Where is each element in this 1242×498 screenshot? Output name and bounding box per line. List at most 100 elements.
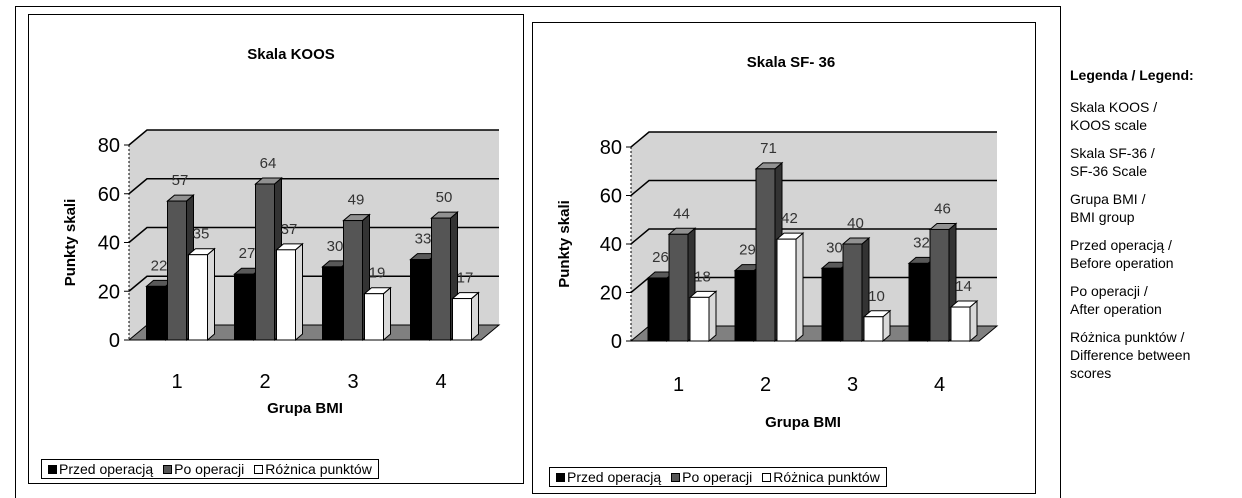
- bar: [452, 298, 472, 341]
- gridline: [128, 178, 499, 195]
- data-label: 29: [739, 242, 756, 259]
- bar: [908, 262, 929, 342]
- data-label: 44: [673, 205, 690, 222]
- legend-label-after: Po operacji: [682, 469, 753, 485]
- data-label: 27: [239, 245, 256, 262]
- data-label: 71: [760, 140, 777, 157]
- data-label: 14: [955, 278, 972, 295]
- data-label: 32: [913, 234, 930, 251]
- legend-label-difference: Różnica punktów: [265, 461, 372, 477]
- side-legend-title: Legenda / Legend:: [1070, 67, 1194, 83]
- x-tick-label: 3: [347, 371, 358, 393]
- gridline: [630, 179, 997, 197]
- bar: [188, 254, 208, 341]
- data-label: 19: [369, 265, 386, 282]
- x-tick-label: 3: [847, 374, 858, 396]
- bar: [343, 220, 363, 341]
- y-tick-label: 0: [109, 330, 120, 352]
- bar-side: [383, 286, 391, 342]
- data-label: 22: [151, 257, 168, 274]
- bar: [255, 183, 275, 341]
- data-label: 10: [868, 288, 885, 305]
- gridline: [630, 228, 997, 245]
- data-label: 46: [934, 200, 951, 217]
- data-label: 30: [327, 238, 344, 255]
- x-tick-label: 2: [760, 374, 771, 396]
- legend-label-before: Przed operacją: [567, 469, 662, 485]
- bar: [410, 259, 430, 341]
- bar-side: [207, 247, 215, 342]
- bar-side: [295, 242, 303, 342]
- data-label: 49: [348, 192, 365, 209]
- legend-item-after: Po operacji: [671, 469, 752, 485]
- data-label: 35: [193, 226, 210, 243]
- x-tick-label: 1: [673, 374, 684, 396]
- chart-title: Skala KOOS: [247, 46, 335, 63]
- bar: [734, 270, 755, 342]
- bar-side: [795, 232, 804, 343]
- y-axis-title: Punkty skali: [62, 199, 79, 287]
- legend-item-before: Przed operacją: [556, 469, 661, 485]
- x-axis-title: Grupa BMI: [765, 414, 841, 431]
- bar: [167, 200, 187, 341]
- y-tick-label: 60: [600, 186, 622, 208]
- bar: [364, 293, 384, 341]
- plot-back-wall: [129, 130, 499, 340]
- bar: [431, 217, 451, 341]
- side-legend-entry-bmi-group: Grupa BMI / BMI group: [1070, 191, 1146, 225]
- koos-chart-panel: Skala KOOS 0 20 40 60 80 Punkty skali Grupa BMI…: [28, 14, 524, 484]
- legend-item-before: Przed operacją: [48, 461, 153, 477]
- y-tick-label: 40: [98, 233, 120, 255]
- y-axis-title: Punkty skali: [556, 200, 573, 288]
- bar: [842, 243, 863, 342]
- plot-back-wall: [631, 132, 997, 341]
- legend-item-after: Po operacji: [163, 461, 244, 477]
- y-tick-label: 20: [98, 281, 120, 303]
- data-label: 37: [281, 221, 298, 238]
- legend-label-difference: Różnica punktów: [773, 469, 880, 485]
- plot-floor: [629, 325, 999, 342]
- data-label: 64: [260, 155, 277, 172]
- bar: [668, 233, 689, 342]
- bar: [689, 296, 710, 342]
- sf36-chart: Skala SF- 36 0 20 40 60 80 Punkty skali Grupa B…: [556, 54, 999, 431]
- y-tick-label: 60: [98, 184, 120, 206]
- legend-item-difference: Różnica punktów: [762, 469, 880, 485]
- side-legend-entry-after: Po operacji / After operation: [1070, 283, 1162, 317]
- data-label: 18: [694, 268, 711, 285]
- data-label: 26: [652, 249, 669, 266]
- bar: [755, 168, 776, 342]
- bar: [950, 306, 971, 342]
- gridline: [128, 129, 499, 146]
- side-legend-entry-difference: Różnica punktów / Difference between sco…: [1070, 329, 1191, 381]
- side-legend-entry-koos: Skala KOOS / KOOS scale: [1070, 99, 1158, 133]
- side-legend: Legenda / Legend: Skala KOOS / KOOS scal…: [1070, 66, 1242, 392]
- koos-chart: Skala KOOS 0 20 40 60 80 Punkty skali Grupa BMI…: [62, 46, 501, 417]
- bar: [146, 285, 166, 341]
- bar-side: [969, 299, 978, 343]
- y-tick-label: 20: [600, 283, 622, 305]
- gridline: [630, 131, 997, 148]
- y-tick-label: 80: [600, 137, 622, 159]
- bar: [234, 273, 254, 341]
- bar: [647, 277, 668, 342]
- y-tick-label: 0: [611, 331, 622, 353]
- koos-chart-legend: Przed operacją Po operacji Różnica punkt…: [41, 459, 379, 479]
- figure-frame: [15, 6, 1061, 498]
- gridline: [128, 226, 499, 244]
- legend-label-after: Po operacji: [174, 461, 245, 477]
- data-label: 30: [826, 239, 843, 256]
- bar: [322, 266, 342, 341]
- data-label: 33: [415, 231, 432, 248]
- data-label: 42: [781, 210, 798, 227]
- x-tick-label: 4: [435, 371, 446, 393]
- data-label: 40: [847, 215, 864, 232]
- data-label: 50: [436, 189, 453, 206]
- bar: [863, 316, 884, 342]
- bar: [276, 249, 296, 341]
- bar: [821, 267, 842, 342]
- y-tick-label: 40: [600, 234, 622, 256]
- side-legend-entry-before: Przed operacją / Before operation: [1070, 237, 1174, 271]
- legend-item-difference: Różnica punktów: [254, 461, 372, 477]
- x-tick-label: 4: [934, 374, 945, 396]
